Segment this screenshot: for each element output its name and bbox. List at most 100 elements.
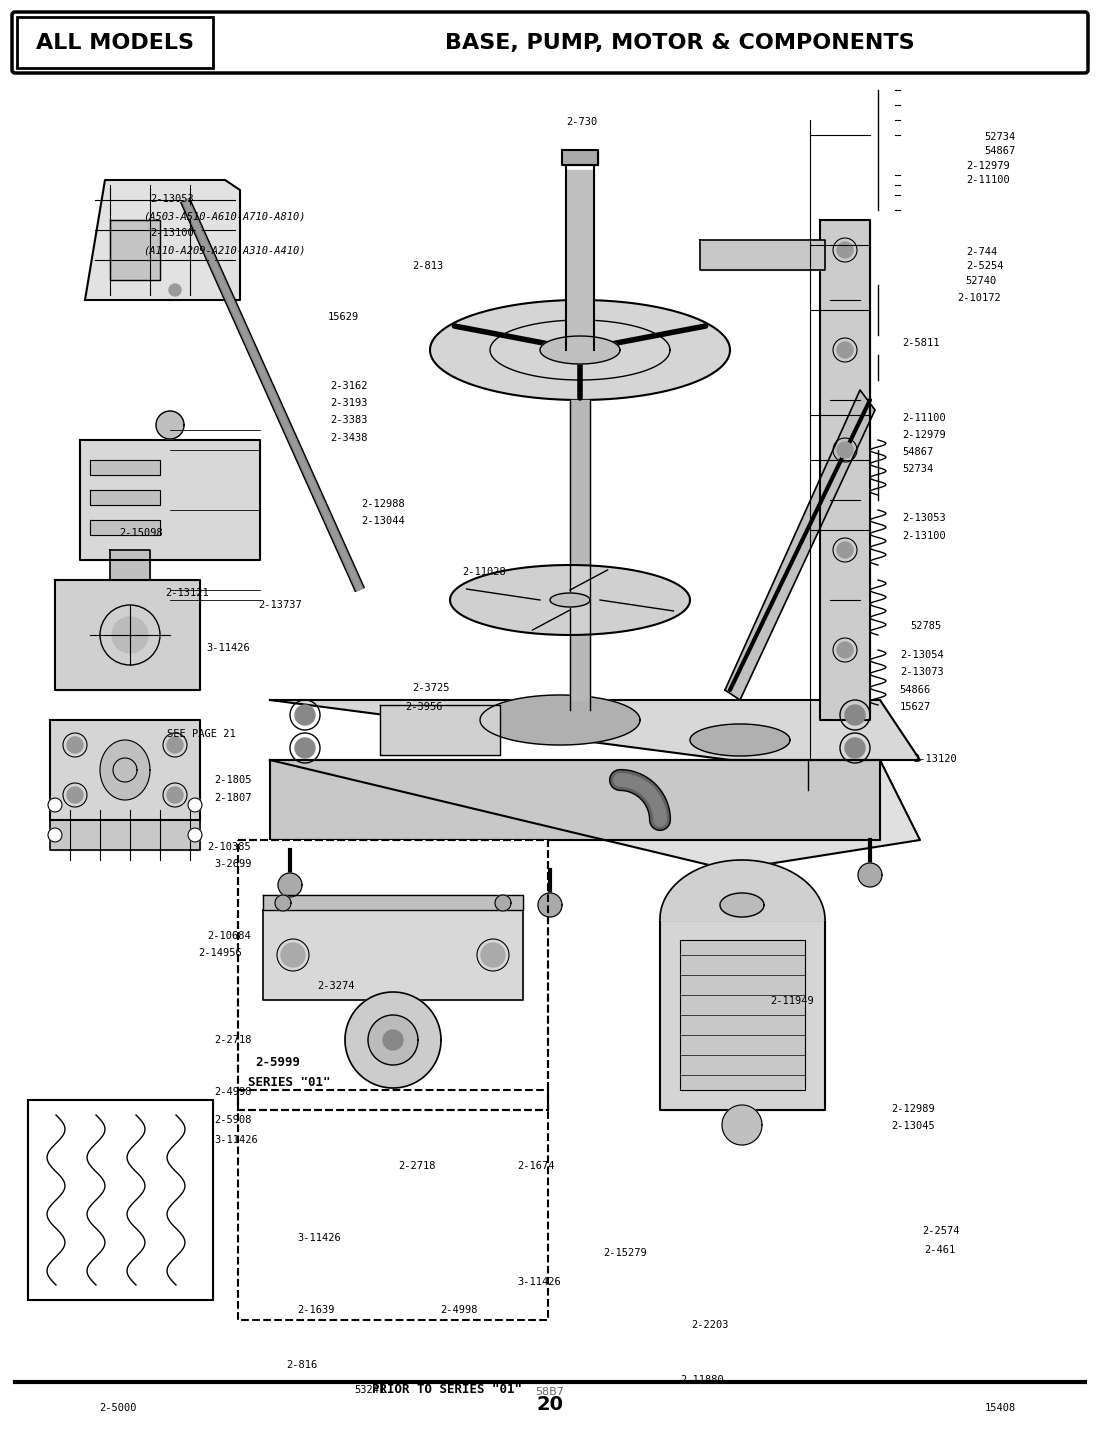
Text: 2-3162: 2-3162 [330,382,367,390]
Text: 2-3438: 2-3438 [330,433,367,442]
Text: 2-10385: 2-10385 [207,842,251,851]
Text: 2-12979: 2-12979 [902,431,946,439]
Text: 2-744: 2-744 [966,248,997,256]
Text: SEE PAGE 21: SEE PAGE 21 [167,730,236,739]
Text: 3-2699: 3-2699 [214,860,252,868]
Circle shape [167,788,183,804]
Polygon shape [540,336,620,364]
Text: 2-3193: 2-3193 [330,399,367,408]
Polygon shape [263,896,522,910]
Text: 15627: 15627 [900,703,931,711]
Bar [238,1090,548,1320]
Text: 2-1674: 2-1674 [517,1162,554,1171]
Text: (A503-A510-A610-A710-A810): (A503-A510-A610-A710-A810) [143,212,306,220]
Text: BASE, PUMP, MOTOR & COMPONENTS: BASE, PUMP, MOTOR & COMPONENTS [446,33,915,52]
Text: 2-13073: 2-13073 [900,668,944,677]
Polygon shape [680,940,805,1090]
Polygon shape [263,910,522,999]
Circle shape [858,863,882,887]
Text: 2-2718: 2-2718 [214,1035,252,1044]
FancyBboxPatch shape [12,12,1088,73]
Circle shape [837,642,852,658]
Text: 54866: 54866 [900,685,931,694]
Text: 2-2718: 2-2718 [398,1162,436,1171]
Text: 3-11426: 3-11426 [517,1277,561,1286]
Polygon shape [660,920,825,1110]
Text: 2-12989: 2-12989 [891,1104,935,1113]
Polygon shape [270,760,920,870]
Text: 2-12988: 2-12988 [361,500,405,508]
Polygon shape [562,150,598,166]
Text: 53241: 53241 [354,1385,385,1394]
Text: 52740: 52740 [966,276,997,285]
Circle shape [845,739,865,757]
Text: 2-13121: 2-13121 [165,589,209,598]
Polygon shape [110,550,150,580]
Text: 52785: 52785 [911,622,942,631]
Text: 2-11100: 2-11100 [966,176,1010,184]
Text: 2-15098: 2-15098 [119,528,163,537]
Polygon shape [270,700,920,760]
Polygon shape [50,720,200,819]
Text: 2-2203: 2-2203 [691,1320,728,1329]
Polygon shape [550,593,590,608]
Polygon shape [90,490,160,505]
Circle shape [295,706,315,724]
Text: 2-12979: 2-12979 [966,161,1010,170]
Polygon shape [725,390,874,700]
Polygon shape [85,180,240,300]
Polygon shape [110,220,160,279]
Polygon shape [379,706,500,755]
Text: 2-13054: 2-13054 [900,651,944,660]
Text: 15408: 15408 [984,1404,1015,1413]
Text: 2-11949: 2-11949 [770,996,814,1005]
Text: 2-1805: 2-1805 [214,776,252,785]
Circle shape [188,828,202,842]
Text: 2-3274: 2-3274 [317,982,354,991]
Ellipse shape [100,740,150,801]
Polygon shape [55,580,200,690]
Text: 2-10172: 2-10172 [957,294,1001,302]
Circle shape [538,893,562,917]
Text: 52734: 52734 [984,132,1015,141]
Text: SERIES "01": SERIES "01" [248,1076,330,1090]
Text: 2-4998: 2-4998 [214,1087,252,1096]
Text: 52734: 52734 [902,465,933,474]
Circle shape [48,828,62,842]
Text: 2-1807: 2-1807 [214,793,252,802]
Circle shape [278,873,303,897]
Text: 2-5000: 2-5000 [99,1404,136,1413]
Circle shape [837,442,852,458]
Text: 58B7: 58B7 [536,1387,564,1397]
Text: 54867: 54867 [984,147,1015,156]
Polygon shape [820,220,870,720]
Text: 2-13053: 2-13053 [902,514,946,523]
Circle shape [481,943,505,968]
Text: PRIOR TO SERIES "01": PRIOR TO SERIES "01" [372,1382,521,1397]
Bar [238,840,548,1110]
Circle shape [280,943,305,968]
Text: 3-11426: 3-11426 [214,1136,258,1145]
Circle shape [368,1015,418,1066]
Text: 2-11880: 2-11880 [680,1375,724,1384]
Polygon shape [566,170,594,350]
FancyBboxPatch shape [16,17,213,68]
Circle shape [837,343,852,359]
Text: 2-13120: 2-13120 [913,755,957,763]
Text: 20: 20 [537,1394,563,1414]
Text: 54867: 54867 [902,448,933,456]
Circle shape [167,737,183,753]
Text: 2-816: 2-816 [286,1361,317,1369]
Ellipse shape [719,893,764,917]
Polygon shape [450,564,690,635]
Polygon shape [270,760,880,840]
Circle shape [837,541,852,559]
Text: ALL MODELS: ALL MODELS [36,33,194,52]
Polygon shape [700,240,825,271]
Circle shape [345,992,441,1089]
Circle shape [383,1030,403,1050]
Text: 15629: 15629 [328,312,359,321]
Circle shape [169,284,182,297]
Bar [238,840,548,1110]
Circle shape [112,616,148,652]
